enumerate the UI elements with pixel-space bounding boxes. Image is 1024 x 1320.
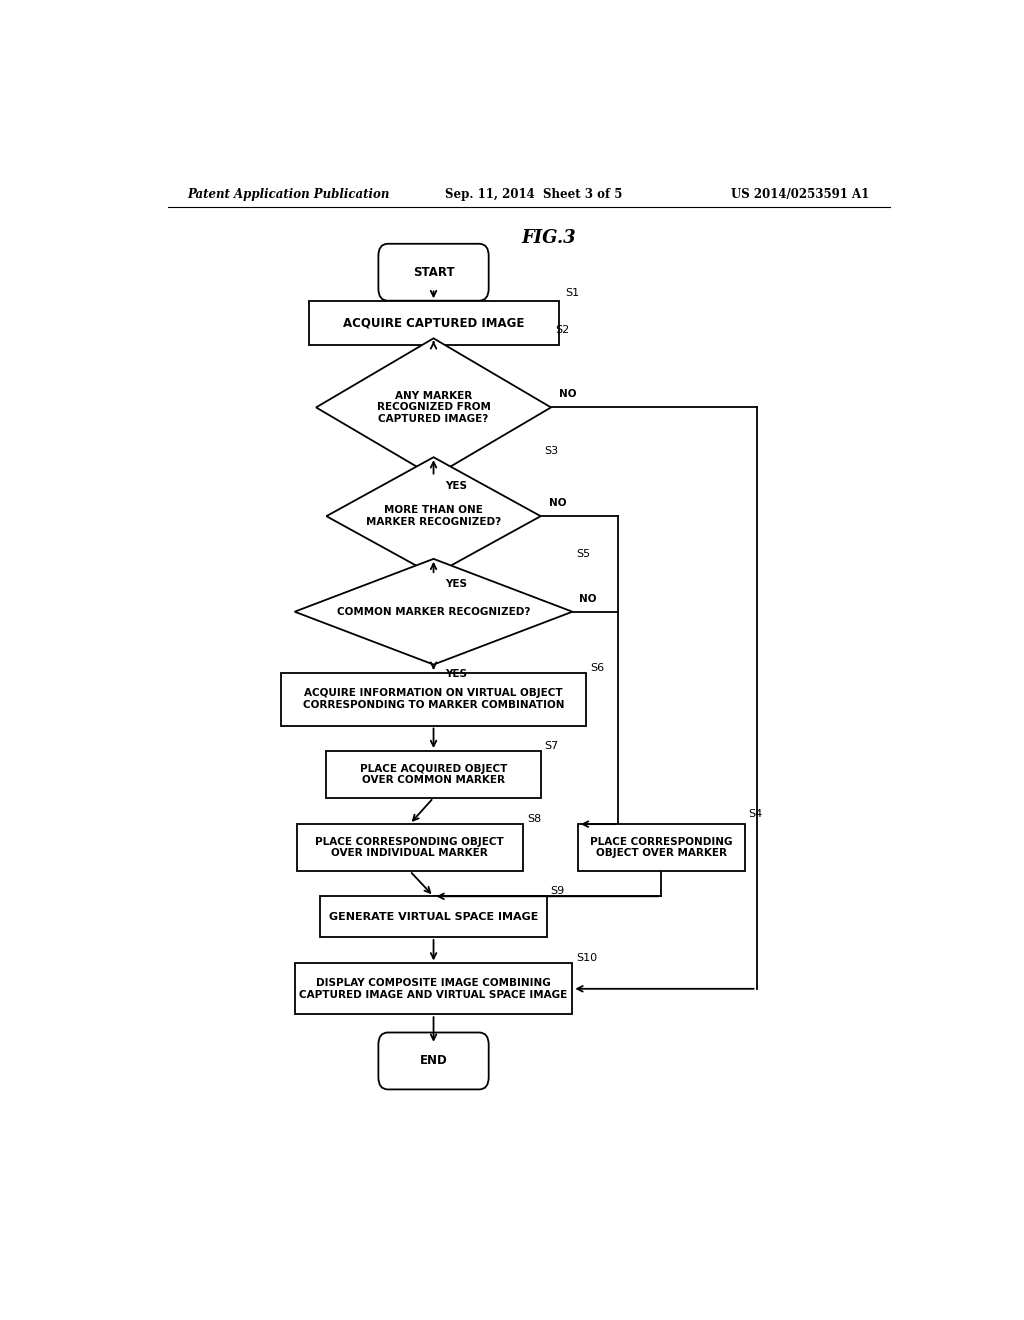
Text: S6: S6 — [590, 663, 604, 673]
Bar — [297, 824, 523, 871]
Text: FIG.3: FIG.3 — [521, 228, 575, 247]
Text: NO: NO — [559, 389, 577, 399]
Text: YES: YES — [444, 480, 467, 491]
FancyBboxPatch shape — [379, 1032, 488, 1089]
Text: S5: S5 — [577, 549, 591, 558]
Text: MORE THAN ONE
MARKER RECOGNIZED?: MORE THAN ONE MARKER RECOGNIZED? — [366, 506, 501, 527]
Text: S9: S9 — [551, 886, 565, 896]
Text: NO: NO — [549, 498, 566, 508]
Polygon shape — [316, 338, 551, 477]
Text: NO: NO — [579, 594, 596, 603]
Text: US 2014/0253591 A1: US 2014/0253591 A1 — [731, 189, 869, 202]
Bar — [295, 964, 572, 1014]
Text: S7: S7 — [545, 741, 559, 751]
Text: YES: YES — [444, 579, 467, 589]
FancyBboxPatch shape — [379, 244, 488, 301]
Text: ACQUIRE CAPTURED IMAGE: ACQUIRE CAPTURED IMAGE — [343, 317, 524, 330]
Bar — [321, 896, 547, 937]
Text: START: START — [413, 265, 455, 279]
Text: PLACE ACQUIRED OBJECT
OVER COMMON MARKER: PLACE ACQUIRED OBJECT OVER COMMON MARKER — [359, 763, 507, 785]
Text: ANY MARKER
RECOGNIZED FROM
CAPTURED IMAGE?: ANY MARKER RECOGNIZED FROM CAPTURED IMAG… — [377, 391, 490, 424]
Text: S8: S8 — [526, 814, 541, 824]
Polygon shape — [295, 558, 572, 664]
Bar — [327, 751, 541, 797]
Text: S2: S2 — [555, 325, 569, 335]
Text: Sep. 11, 2014  Sheet 3 of 5: Sep. 11, 2014 Sheet 3 of 5 — [445, 189, 623, 202]
Bar — [281, 673, 587, 726]
Text: Patent Application Publication: Patent Application Publication — [187, 189, 390, 202]
Polygon shape — [327, 457, 541, 576]
Text: S4: S4 — [749, 809, 763, 818]
Text: S1: S1 — [565, 288, 579, 298]
Text: PLACE CORRESPONDING
OBJECT OVER MARKER: PLACE CORRESPONDING OBJECT OVER MARKER — [590, 837, 732, 858]
Text: ACQUIRE INFORMATION ON VIRTUAL OBJECT
CORRESPONDING TO MARKER COMBINATION: ACQUIRE INFORMATION ON VIRTUAL OBJECT CO… — [303, 688, 564, 710]
Text: GENERATE VIRTUAL SPACE IMAGE: GENERATE VIRTUAL SPACE IMAGE — [329, 912, 539, 921]
Text: S3: S3 — [545, 446, 559, 457]
Bar — [308, 301, 558, 345]
Text: DISPLAY COMPOSITE IMAGE COMBINING
CAPTURED IMAGE AND VIRTUAL SPACE IMAGE: DISPLAY COMPOSITE IMAGE COMBINING CAPTUR… — [299, 978, 567, 999]
Text: YES: YES — [444, 669, 467, 678]
Text: S10: S10 — [577, 953, 598, 964]
Bar — [578, 824, 744, 871]
Text: PLACE CORRESPONDING OBJECT
OVER INDIVIDUAL MARKER: PLACE CORRESPONDING OBJECT OVER INDIVIDU… — [315, 837, 504, 858]
Text: END: END — [420, 1055, 447, 1068]
Text: COMMON MARKER RECOGNIZED?: COMMON MARKER RECOGNIZED? — [337, 607, 530, 616]
